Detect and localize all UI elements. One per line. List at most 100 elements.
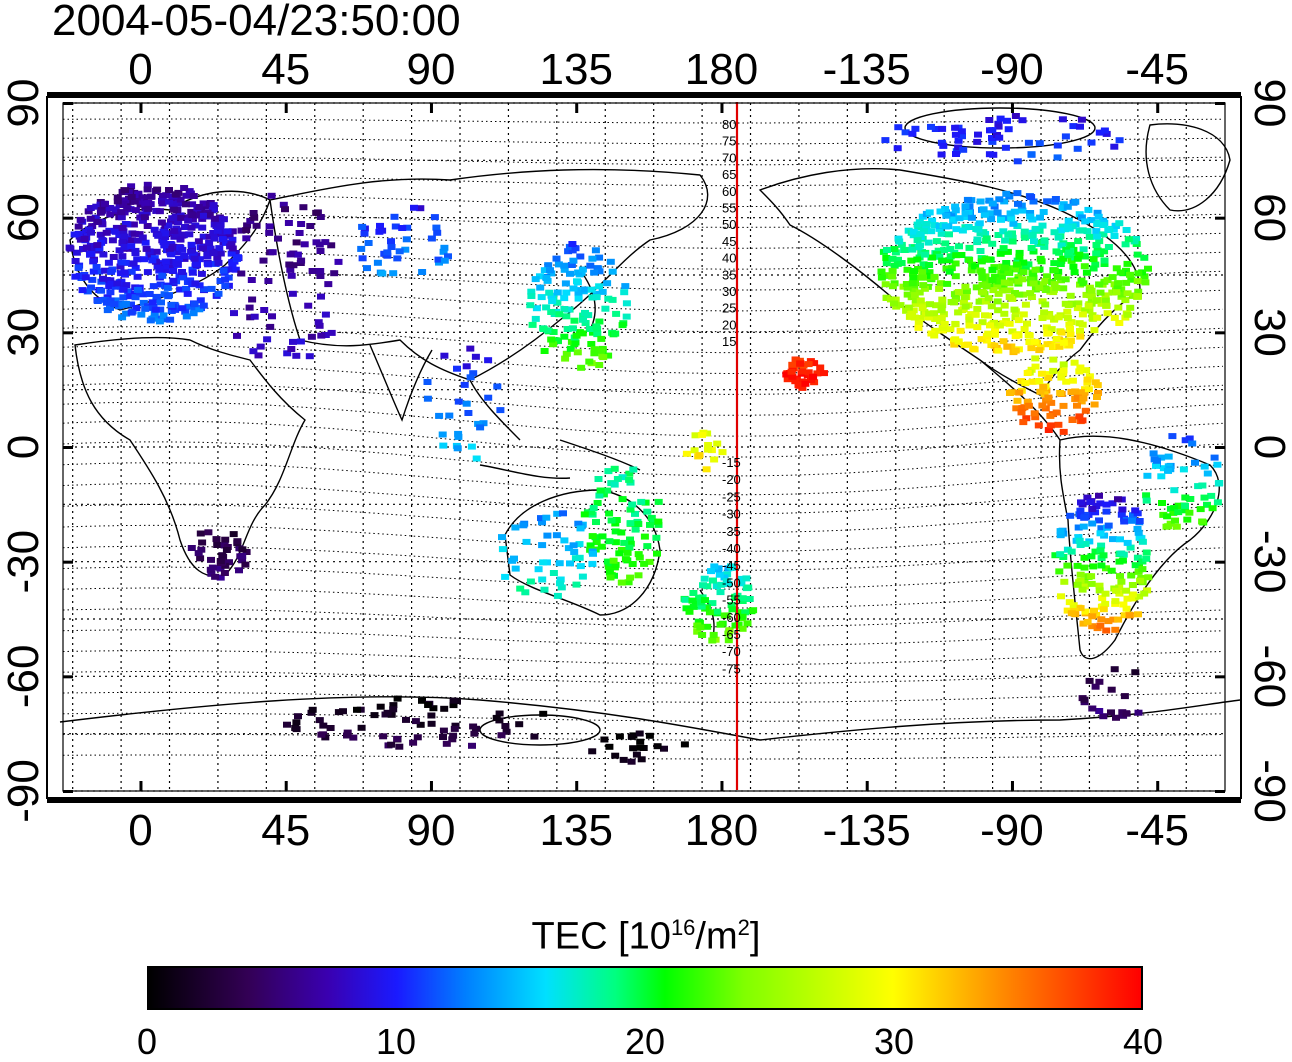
tec-cell bbox=[104, 259, 113, 266]
tec-cell bbox=[89, 268, 98, 275]
lon-label-top: -45 bbox=[1125, 45, 1189, 94]
tec-cell bbox=[622, 300, 631, 307]
tec-cell bbox=[327, 329, 336, 336]
tec-cell bbox=[955, 215, 964, 222]
tec-cell bbox=[1122, 710, 1131, 717]
tec-cell bbox=[1005, 320, 1014, 327]
tec-cell bbox=[1073, 255, 1082, 262]
tec-cell bbox=[297, 257, 306, 264]
tec-cell bbox=[1102, 508, 1111, 515]
tec-cell bbox=[979, 206, 988, 213]
colorbar-tick-label: 40 bbox=[1122, 1021, 1164, 1062]
tec-cell bbox=[926, 301, 934, 308]
tec-cell bbox=[939, 142, 948, 149]
magnetic-latitude-label: -30 bbox=[722, 507, 741, 522]
tec-cell bbox=[1024, 332, 1033, 338]
tec-cell bbox=[124, 288, 133, 295]
tec-cell bbox=[216, 565, 225, 572]
tec-cell bbox=[284, 220, 293, 226]
tec-cell bbox=[1028, 378, 1037, 385]
tec-cell bbox=[1083, 376, 1092, 383]
tec-cell bbox=[924, 314, 933, 321]
tec-cell bbox=[259, 257, 268, 264]
tec-cell bbox=[1052, 336, 1061, 342]
tec-cell bbox=[1121, 297, 1130, 304]
tec-cell bbox=[1134, 270, 1143, 277]
colorbar-tick-label: 30 bbox=[873, 1021, 915, 1062]
tec-cell bbox=[1085, 233, 1094, 240]
tec-cell bbox=[1007, 215, 1016, 222]
magnetic-latitude-curve bbox=[62, 345, 1224, 374]
tec-cell bbox=[1026, 213, 1035, 220]
tec-cell bbox=[1001, 264, 1009, 271]
tec-cell bbox=[936, 208, 945, 215]
lat-label-right: -30 bbox=[1245, 530, 1292, 594]
tec-cell bbox=[925, 262, 934, 268]
lat-label-left: 60 bbox=[0, 193, 48, 242]
tec-cell bbox=[1109, 226, 1118, 233]
tec-cell bbox=[636, 738, 645, 745]
frame-border-bar bbox=[47, 92, 1241, 97]
tec-cell bbox=[998, 287, 1007, 294]
tec-cell bbox=[993, 209, 1002, 216]
tec-cell bbox=[941, 223, 950, 230]
tec-cell bbox=[882, 272, 891, 279]
tec-cell bbox=[1091, 379, 1100, 386]
tec-cell bbox=[390, 213, 399, 220]
tec-cell bbox=[137, 311, 146, 318]
tec-cell bbox=[1052, 409, 1061, 416]
tec-cell bbox=[1054, 234, 1063, 241]
tec-cell bbox=[963, 214, 971, 220]
tec-cell bbox=[1013, 158, 1022, 165]
tec-cell bbox=[604, 563, 613, 570]
tec-cell bbox=[1063, 315, 1072, 321]
tec-cell bbox=[695, 594, 704, 601]
tec-cell bbox=[157, 299, 165, 306]
tec-cell bbox=[1063, 308, 1072, 315]
tec-cell bbox=[173, 249, 182, 256]
tec-cell bbox=[623, 549, 632, 556]
tec-cell bbox=[238, 552, 247, 559]
tec-cell bbox=[570, 317, 579, 324]
tec-cell bbox=[913, 256, 922, 263]
tec-cell bbox=[635, 730, 644, 737]
tec-cell bbox=[737, 575, 745, 582]
tec-cell bbox=[1069, 602, 1078, 609]
tec-cell bbox=[612, 310, 621, 317]
tec-cell bbox=[961, 283, 970, 290]
tec-cell bbox=[1135, 534, 1144, 541]
tec-cell bbox=[710, 456, 719, 463]
tec-cell bbox=[973, 138, 982, 145]
tec-cell bbox=[178, 246, 187, 253]
tec-cell bbox=[1089, 563, 1098, 570]
tec-cell bbox=[554, 338, 562, 345]
lat-label-right: -60 bbox=[1245, 645, 1292, 709]
tec-cell bbox=[187, 241, 196, 248]
tec-cell bbox=[74, 264, 83, 271]
tec-cell bbox=[501, 723, 510, 729]
tec-cell bbox=[908, 246, 917, 253]
tec-cell bbox=[1057, 329, 1066, 336]
tec-cell bbox=[888, 255, 897, 262]
tec-cell bbox=[308, 706, 317, 713]
tec-cell bbox=[521, 589, 530, 596]
tec-cell bbox=[569, 257, 578, 264]
tec-cell bbox=[965, 316, 974, 323]
tec-cell bbox=[955, 243, 963, 250]
tec-cell bbox=[246, 314, 255, 321]
tec-cell bbox=[1087, 553, 1096, 560]
tec-cell bbox=[496, 407, 505, 414]
tec-cell bbox=[930, 332, 939, 339]
tec-cell bbox=[129, 260, 138, 267]
tec-cell bbox=[660, 745, 668, 752]
tec-cell bbox=[1095, 492, 1103, 499]
tec-cell bbox=[989, 287, 998, 294]
tec-cell bbox=[943, 280, 952, 287]
tec-cell bbox=[178, 269, 186, 275]
tec-cell bbox=[470, 730, 479, 737]
lat-tick bbox=[1215, 675, 1225, 679]
tec-cell bbox=[626, 574, 635, 581]
tec-cell bbox=[188, 269, 197, 276]
tec-cell bbox=[647, 514, 656, 521]
tec-cell bbox=[99, 251, 108, 258]
